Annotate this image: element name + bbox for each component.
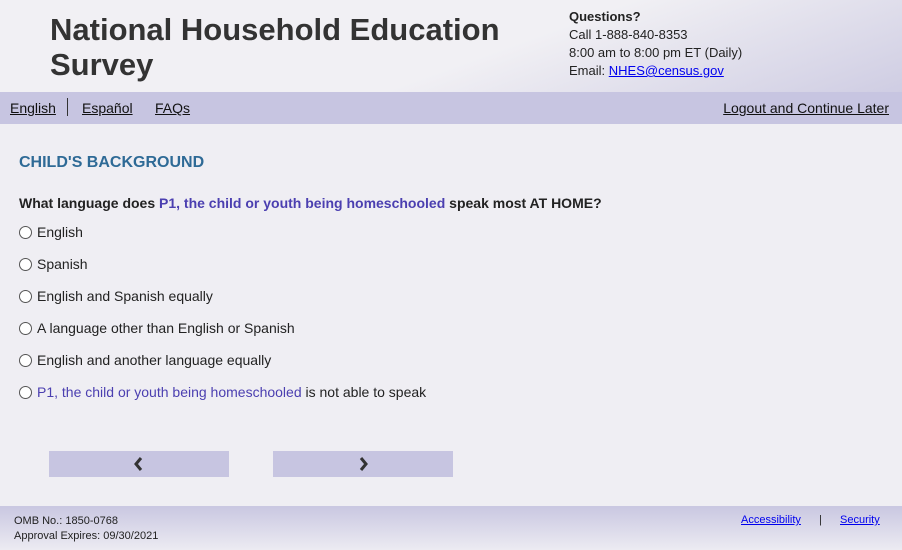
header: National Household Education Survey Ques… <box>0 0 902 92</box>
question-highlight: P1, the child or youth being homeschoole… <box>159 195 446 211</box>
page-title: National Household Education Survey <box>50 12 500 82</box>
option-label: A language other than English or Spanish <box>37 320 295 336</box>
radio-button[interactable] <box>19 353 32 367</box>
option-label: English and Spanish equally <box>37 288 213 304</box>
option-not-able[interactable]: P1, the child or youth being homeschoole… <box>19 384 426 400</box>
option-label: English and another language equally <box>37 352 272 368</box>
footer: OMB No.: 1850-0768 Approval Expires: 09/3… <box>0 506 902 550</box>
question-pre: What language does <box>19 195 160 211</box>
radio-button[interactable] <box>19 289 32 303</box>
nav-bar: English Español FAQs Logout and Continue… <box>0 92 902 124</box>
omb-number: OMB No.: 1850-0768 <box>14 515 118 527</box>
nav-divider <box>67 98 68 116</box>
section-heading: CHILD'S BACKGROUND <box>19 154 205 171</box>
footer-divider: | <box>819 514 822 526</box>
option-english[interactable]: English <box>19 224 83 240</box>
option-label: is not able to speak <box>301 384 427 400</box>
security-link[interactable]: Security <box>840 514 880 526</box>
option-label: English <box>37 224 83 240</box>
next-button[interactable] <box>273 451 453 477</box>
english-link[interactable]: English <box>10 100 56 116</box>
option-other-language[interactable]: A language other than English or Spanish <box>19 320 295 336</box>
radio-button[interactable] <box>19 225 32 239</box>
option-label: Spanish <box>37 256 88 272</box>
email-link[interactable]: NHES@census.gov <box>608 63 724 78</box>
faqs-link[interactable]: FAQs <box>155 100 191 116</box>
option-highlight: P1, the child or youth being homeschoole… <box>37 384 302 400</box>
question-post: speak most AT HOME? <box>445 195 602 211</box>
accessibility-link[interactable]: Accessibility <box>741 514 801 526</box>
option-english-spanish[interactable]: English and Spanish equally <box>19 288 213 304</box>
approval-expires: Approval Expires: 09/30/2021 <box>14 530 159 542</box>
logout-link[interactable]: Logout and Continue Later <box>723 100 889 116</box>
contact-info: Questions? Call 1-888-840-8353 8:00 am t… <box>569 8 742 80</box>
hours: 8:00 am to 8:00 pm ET (Daily) <box>569 45 743 60</box>
previous-button[interactable] <box>49 451 229 477</box>
radio-button[interactable] <box>19 257 32 271</box>
question-text: What language does P1, the child or yout… <box>19 195 602 211</box>
option-spanish[interactable]: Spanish <box>19 256 88 272</box>
email-label: Email: <box>569 63 606 78</box>
phone: Call 1-888-840-8353 <box>569 27 688 42</box>
questions-label: Questions? <box>569 9 641 24</box>
chevron-right-icon <box>359 457 368 471</box>
espanol-link[interactable]: Español <box>82 100 133 116</box>
option-english-another[interactable]: English and another language equally <box>19 352 271 368</box>
radio-button[interactable] <box>19 321 32 335</box>
chevron-left-icon <box>134 457 143 471</box>
radio-button[interactable] <box>19 385 32 399</box>
